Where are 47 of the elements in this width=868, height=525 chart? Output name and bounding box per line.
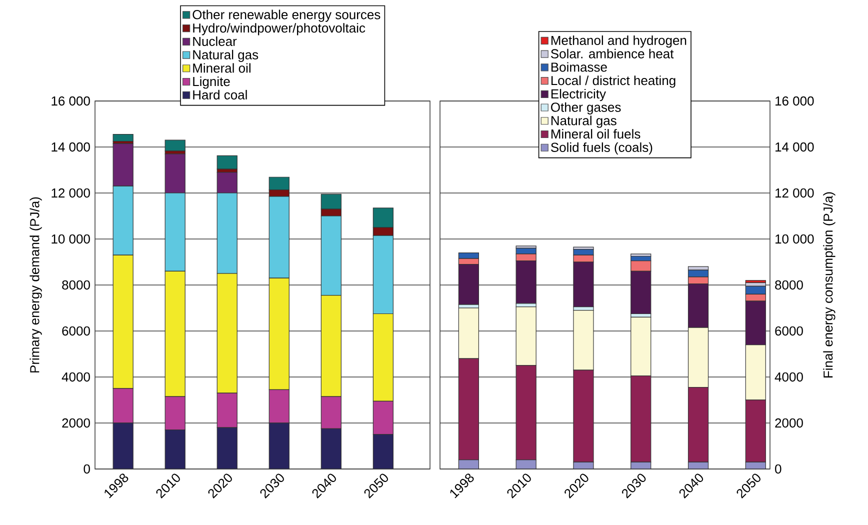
legend-label: Mineral oil fuels — [551, 129, 640, 139]
legend-label: Hydro/windpower/photovoltaic — [193, 23, 366, 36]
legend-label: Natural gas — [551, 116, 616, 128]
y-axis-title: Final energy consumption (PJ/a) — [823, 192, 836, 378]
legend-label: Lignite — [193, 76, 230, 89]
y-tick-label: 16 000 — [776, 96, 814, 106]
legend-label: Electricity — [551, 88, 606, 102]
y-tick-label: 2000 — [62, 418, 90, 428]
bar — [164, 140, 186, 152]
y-tick-label: 4000 — [774, 372, 803, 382]
y-tick-label: 4000 — [62, 372, 90, 382]
bar — [216, 427, 238, 469]
y-tick-label: 10 000 — [52, 234, 90, 244]
legend-label: Hard coal — [193, 90, 247, 100]
bar — [458, 460, 479, 469]
legend-label: Solar. ambience heat — [550, 48, 674, 58]
bar — [372, 434, 394, 469]
bar — [268, 422, 290, 469]
y-tick-label: 2000 — [775, 418, 803, 428]
bar — [216, 155, 238, 170]
legend-label: Natural gas — [193, 50, 258, 62]
legend-label: Mineral oil — [193, 63, 250, 73]
y-tick-label: 0 — [84, 464, 90, 474]
bar — [112, 422, 134, 469]
y-tick-label: 14 000 — [776, 142, 814, 152]
y-tick-label: 8000 — [775, 280, 803, 290]
y-tick-label: 6000 — [775, 326, 803, 336]
bar — [164, 430, 186, 469]
y-tick-label: 10 000 — [776, 234, 814, 244]
y-axis-title: Primary energy demand (PJ/a) — [30, 197, 42, 372]
legend-label: Boimasse — [551, 62, 607, 72]
legend-label: Solid fuels (coals) — [550, 142, 652, 155]
legend-label: Methanol and hydrogen — [551, 35, 686, 48]
legend-label: Other gases — [551, 102, 621, 114]
legend-label: Local / district heating — [551, 76, 676, 88]
legend-label: Nuclear — [193, 36, 237, 46]
y-tick-label: 6000 — [62, 326, 90, 336]
legend-label: Other renewable energy sources — [192, 10, 380, 22]
y-tick-label: 14 000 — [52, 142, 90, 152]
y-tick-label: 16 000 — [52, 96, 90, 106]
y-tick-label: 8000 — [62, 280, 90, 290]
bar — [320, 428, 342, 469]
y-tick-label: 0 — [775, 464, 782, 474]
bar — [112, 134, 134, 142]
y-tick-label: 12 000 — [776, 188, 814, 198]
bar — [516, 460, 536, 469]
y-tick-label: 12 000 — [52, 188, 90, 198]
